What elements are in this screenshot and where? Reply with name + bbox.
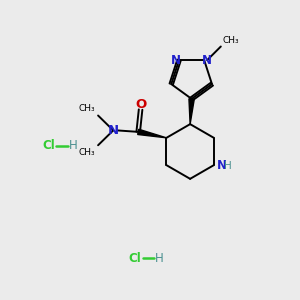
Text: CH₃: CH₃ <box>79 103 95 112</box>
Text: H: H <box>69 139 78 152</box>
Text: N: N <box>202 54 212 67</box>
Text: Cl: Cl <box>42 139 55 152</box>
Polygon shape <box>138 129 167 138</box>
Text: H: H <box>155 252 164 265</box>
Text: CH₃: CH₃ <box>222 36 239 45</box>
Text: N: N <box>217 159 227 172</box>
Text: O: O <box>135 98 146 111</box>
Text: N: N <box>171 54 181 67</box>
Text: CH₃: CH₃ <box>79 148 95 157</box>
Text: Cl: Cl <box>128 252 141 265</box>
Text: H: H <box>224 161 232 171</box>
Text: N: N <box>108 124 119 137</box>
Polygon shape <box>189 99 194 124</box>
